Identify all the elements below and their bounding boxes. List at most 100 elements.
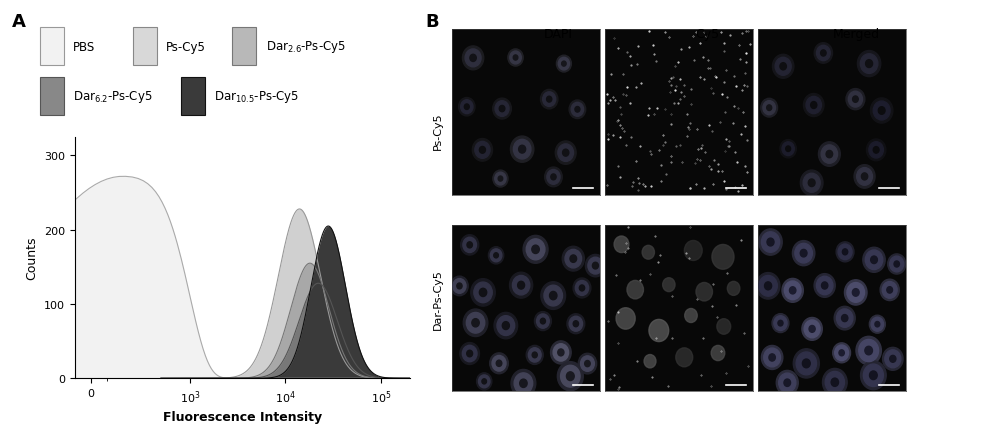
Circle shape bbox=[465, 50, 481, 68]
Circle shape bbox=[494, 253, 498, 258]
Circle shape bbox=[558, 144, 574, 162]
Circle shape bbox=[562, 62, 566, 67]
Circle shape bbox=[494, 313, 518, 339]
Circle shape bbox=[870, 371, 877, 380]
Circle shape bbox=[520, 379, 527, 387]
Circle shape bbox=[859, 340, 879, 362]
Circle shape bbox=[488, 247, 504, 264]
Circle shape bbox=[764, 348, 780, 367]
Circle shape bbox=[537, 314, 549, 329]
Text: Dar-Ps-Cy5: Dar-Ps-Cy5 bbox=[433, 268, 443, 329]
Circle shape bbox=[767, 239, 774, 246]
Circle shape bbox=[842, 315, 848, 322]
Circle shape bbox=[796, 352, 816, 375]
Circle shape bbox=[861, 173, 868, 181]
Circle shape bbox=[784, 379, 791, 387]
Circle shape bbox=[463, 309, 488, 337]
Circle shape bbox=[836, 242, 854, 262]
Circle shape bbox=[555, 141, 576, 165]
Circle shape bbox=[513, 140, 531, 160]
Circle shape bbox=[644, 355, 656, 368]
Circle shape bbox=[878, 108, 885, 115]
Circle shape bbox=[592, 263, 598, 269]
Circle shape bbox=[663, 278, 675, 292]
Circle shape bbox=[821, 145, 838, 164]
Text: Ps-Cy5: Ps-Cy5 bbox=[433, 112, 443, 150]
Circle shape bbox=[816, 276, 833, 295]
Circle shape bbox=[472, 319, 479, 327]
Circle shape bbox=[495, 173, 506, 185]
Circle shape bbox=[848, 92, 862, 108]
Text: Merged: Merged bbox=[832, 28, 880, 41]
Circle shape bbox=[844, 280, 867, 305]
Circle shape bbox=[814, 43, 832, 64]
Circle shape bbox=[478, 375, 490, 388]
Circle shape bbox=[717, 319, 731, 335]
Circle shape bbox=[835, 345, 849, 361]
Circle shape bbox=[811, 102, 817, 109]
Circle shape bbox=[826, 151, 833, 158]
Circle shape bbox=[457, 283, 462, 289]
Circle shape bbox=[585, 255, 605, 277]
Circle shape bbox=[779, 373, 796, 393]
Circle shape bbox=[793, 349, 819, 378]
Circle shape bbox=[792, 241, 815, 266]
Circle shape bbox=[836, 309, 853, 328]
Circle shape bbox=[780, 64, 786, 71]
Circle shape bbox=[492, 356, 506, 371]
Bar bbox=[40, 28, 64, 66]
Bar bbox=[40, 78, 64, 116]
Circle shape bbox=[575, 107, 580, 113]
Circle shape bbox=[685, 309, 697, 323]
Circle shape bbox=[854, 165, 875, 189]
Circle shape bbox=[523, 236, 548, 264]
Text: A: A bbox=[12, 13, 26, 31]
Circle shape bbox=[870, 98, 893, 124]
Circle shape bbox=[534, 312, 551, 331]
Circle shape bbox=[502, 322, 509, 330]
Circle shape bbox=[761, 232, 780, 253]
Circle shape bbox=[496, 360, 502, 366]
Circle shape bbox=[550, 292, 557, 300]
Circle shape bbox=[462, 47, 484, 71]
Circle shape bbox=[566, 372, 574, 381]
Circle shape bbox=[459, 98, 475, 117]
Circle shape bbox=[802, 359, 810, 368]
Circle shape bbox=[861, 361, 886, 390]
Circle shape bbox=[778, 320, 783, 326]
Circle shape bbox=[759, 229, 782, 255]
Circle shape bbox=[511, 369, 536, 397]
Bar bbox=[132, 28, 157, 66]
Circle shape bbox=[822, 369, 847, 396]
Circle shape bbox=[856, 337, 881, 365]
Circle shape bbox=[684, 241, 702, 261]
Circle shape bbox=[883, 347, 903, 371]
Circle shape bbox=[765, 282, 772, 290]
Text: PBS: PBS bbox=[73, 41, 96, 54]
Circle shape bbox=[578, 353, 597, 374]
Circle shape bbox=[782, 279, 803, 303]
Text: Dar$_{6.2}$-Ps-Cy5: Dar$_{6.2}$-Ps-Cy5 bbox=[73, 89, 153, 104]
Circle shape bbox=[497, 316, 515, 336]
Circle shape bbox=[460, 343, 479, 365]
Circle shape bbox=[627, 281, 643, 299]
Circle shape bbox=[557, 362, 583, 391]
Circle shape bbox=[553, 344, 569, 361]
Circle shape bbox=[821, 51, 826, 57]
Circle shape bbox=[696, 283, 712, 301]
Circle shape bbox=[581, 356, 594, 372]
Y-axis label: Counts: Counts bbox=[26, 237, 39, 280]
Circle shape bbox=[676, 348, 693, 367]
Circle shape bbox=[551, 341, 571, 364]
Circle shape bbox=[562, 247, 584, 271]
Circle shape bbox=[463, 238, 476, 253]
Circle shape bbox=[490, 249, 502, 262]
Circle shape bbox=[857, 168, 872, 186]
Circle shape bbox=[804, 320, 820, 338]
Circle shape bbox=[475, 142, 490, 159]
Circle shape bbox=[558, 58, 570, 71]
Circle shape bbox=[588, 258, 603, 274]
Circle shape bbox=[510, 273, 533, 298]
Circle shape bbox=[869, 316, 885, 333]
Circle shape bbox=[493, 171, 508, 187]
